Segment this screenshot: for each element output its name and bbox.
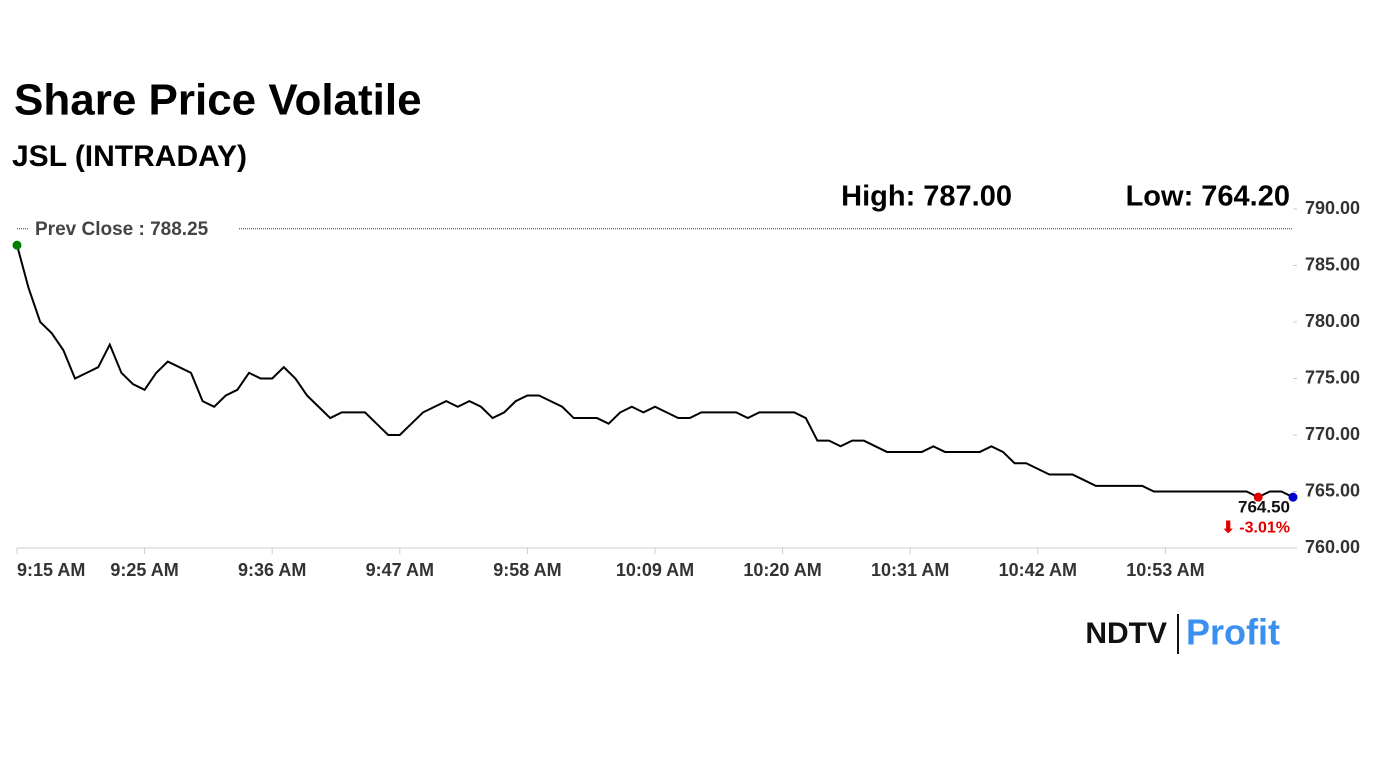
x-tick-label: 10:53 AM [1126, 560, 1204, 580]
high-label: High: 787.00 [841, 181, 1012, 213]
chart-title: Share Price Volatile [14, 76, 422, 125]
x-tick-label: 10:31 AM [871, 560, 949, 580]
end-point [1288, 492, 1298, 502]
change-label: ⬇ -3.01% [1221, 519, 1290, 536]
y-tick-label: 765.00 [1305, 480, 1360, 500]
logo-left: NDTV [1085, 617, 1167, 650]
x-tick-label: 10:20 AM [743, 560, 821, 580]
y-tick-label: 770.00 [1305, 424, 1360, 444]
last-point [1253, 492, 1263, 502]
x-tick-label: 9:25 AM [110, 560, 178, 580]
y-tick-label: 785.00 [1305, 254, 1360, 274]
last-price-label: 764.50 [1238, 498, 1290, 517]
reference-label-bg [28, 216, 238, 239]
x-tick-label: 10:09 AM [616, 560, 694, 580]
y-tick-label: 780.00 [1305, 311, 1360, 331]
price-line [16, 244, 1294, 499]
low-label: Low: 764.20 [1126, 181, 1290, 213]
x-tick-label: 9:58 AM [493, 560, 561, 580]
x-tick-label: 9:47 AM [366, 560, 434, 580]
x-tick-label: 10:42 AM [999, 560, 1077, 580]
logo-right: Profit [1186, 612, 1280, 653]
y-tick-label: 775.00 [1305, 367, 1360, 387]
chart-subtitle: JSL (INTRADAY) [12, 140, 247, 173]
y-tick-label: 790.00 [1305, 198, 1360, 218]
reference-label: Prev Close : 788.25 [35, 219, 209, 240]
x-tick-label: 9:15 AM [17, 560, 85, 580]
x-tick-label: 9:36 AM [238, 560, 306, 580]
start-point [12, 240, 22, 250]
y-tick-label: 760.00 [1305, 537, 1360, 557]
